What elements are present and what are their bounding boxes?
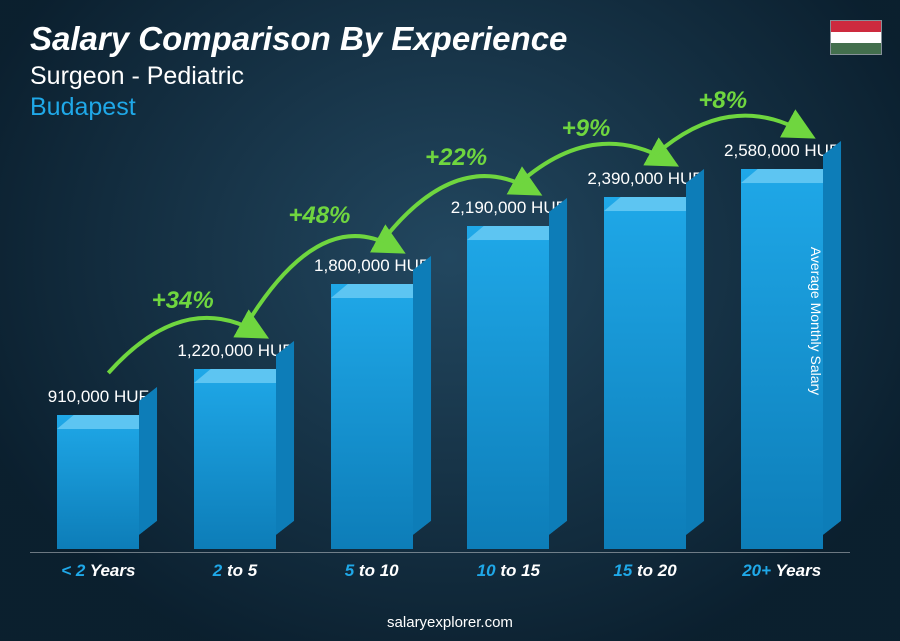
flag-stripe-white — [831, 32, 881, 43]
flag-stripe-red — [831, 21, 881, 32]
increase-badge: +22% — [425, 144, 487, 172]
main-title: Salary Comparison By Experience — [30, 20, 860, 58]
increase-badge: +34% — [152, 287, 214, 315]
flag-hungary — [830, 20, 882, 55]
increase-badge: +48% — [288, 202, 350, 230]
flag-stripe-green — [831, 43, 881, 54]
chart-area: 910,000 HUF1,220,000 HUF1,800,000 HUF2,1… — [30, 111, 850, 581]
increase-badge: +9% — [562, 115, 611, 143]
increase-arc — [30, 111, 850, 581]
footer-credit: salaryexplorer.com — [0, 614, 900, 631]
chart-container: Salary Comparison By Experience Surgeon … — [0, 0, 900, 641]
increase-badge: +8% — [698, 87, 747, 115]
